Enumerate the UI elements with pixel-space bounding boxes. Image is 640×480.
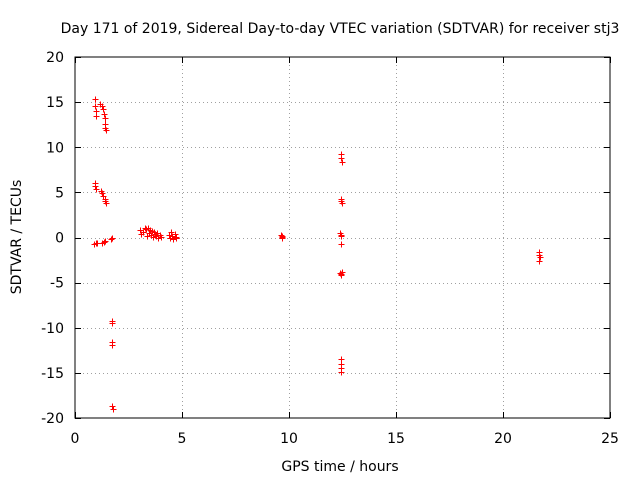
chart-title: Day 171 of 2019, Sidereal Day-to-day VTE…	[61, 21, 620, 37]
axis-ticks: 0 5 10 15 20 25 -20 -15 -10 -5 0 5 10 15 20	[41, 50, 619, 447]
data-point	[172, 231, 179, 238]
data-point	[108, 236, 115, 243]
plot-frame	[74, 56, 611, 419]
y-tick-label: -5	[50, 276, 64, 292]
x-tick-label: 5	[178, 431, 187, 447]
data-point	[103, 200, 110, 207]
data-point	[109, 403, 116, 410]
data-point	[339, 159, 346, 166]
data-point	[92, 96, 99, 103]
y-tick-label: 5	[55, 185, 64, 201]
data-point	[338, 233, 345, 240]
y-tick-label: -20	[41, 411, 64, 427]
data-point	[99, 190, 106, 197]
data-point	[93, 113, 100, 120]
y-tick-label: 20	[46, 50, 64, 66]
y-axis-label: SDTVAR / TECUs	[9, 180, 25, 295]
data-point	[110, 406, 117, 413]
data-point	[101, 239, 108, 246]
y-tick-label: 0	[55, 231, 64, 247]
data-point	[168, 229, 175, 236]
y-tick-label: -15	[41, 366, 64, 382]
data-point	[158, 234, 165, 241]
data-point	[100, 106, 107, 113]
data-point	[109, 235, 116, 242]
data-point	[339, 269, 346, 276]
data-point	[338, 155, 345, 162]
data-point	[173, 234, 180, 241]
data-point	[101, 111, 108, 118]
data-point	[102, 115, 109, 122]
x-axis-label: GPS time / hours	[281, 459, 398, 475]
data-point	[338, 241, 345, 248]
data-point	[92, 183, 99, 190]
x-tick-label: 25	[601, 431, 619, 447]
data-point	[92, 103, 99, 110]
data-point	[537, 254, 544, 261]
data-point	[109, 342, 116, 349]
x-tick-label: 10	[280, 431, 298, 447]
data-point	[536, 258, 543, 265]
data-point	[140, 229, 147, 236]
data-point	[93, 186, 100, 193]
data-point	[338, 369, 345, 376]
data-point	[109, 320, 116, 327]
data-point	[279, 235, 286, 242]
grid-lines	[75, 57, 610, 418]
y-tick-label: -10	[41, 321, 64, 337]
data-point	[99, 103, 106, 110]
x-tick-label: 20	[494, 431, 512, 447]
data-point	[339, 200, 346, 207]
data-point	[102, 238, 109, 245]
y-tick-label: 15	[46, 95, 64, 111]
x-tick-label: 0	[71, 431, 80, 447]
y-tick-label: 10	[46, 140, 64, 156]
data-points	[91, 96, 544, 413]
data-point	[103, 127, 110, 134]
x-tick-label: 15	[387, 431, 405, 447]
